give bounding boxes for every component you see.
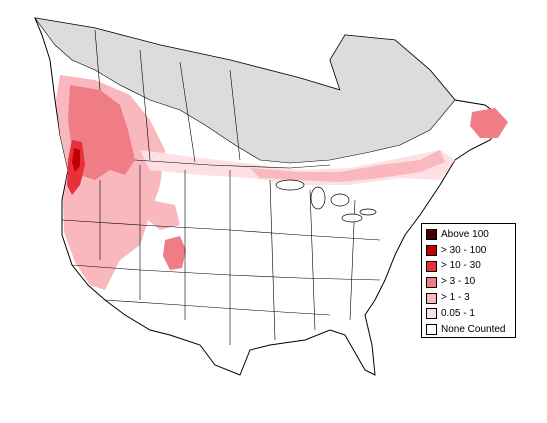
map-legend: Above 100 > 30 - 100 > 10 - 30 > 3 - 10 … <box>421 223 516 338</box>
legend-swatch <box>426 308 437 320</box>
legend-item: > 1 - 3 <box>426 290 515 306</box>
newfoundland-patch <box>470 108 508 138</box>
legend-swatch <box>426 292 437 304</box>
political-boundaries <box>61 29 381 345</box>
puget-sound-peak <box>72 148 80 172</box>
legend-item: None Counted <box>426 322 515 338</box>
legend-item: > 10 - 30 <box>426 259 515 275</box>
legend-label: 0.05 - 1 <box>441 307 475 319</box>
legend-label: > 1 - 3 <box>441 292 470 304</box>
legend-swatch <box>426 245 437 257</box>
rocky-mountain-patch <box>163 236 186 270</box>
eastern-canada-band <box>250 150 445 182</box>
legend-item: > 30 - 100 <box>426 243 515 259</box>
legend-label: > 3 - 10 <box>441 276 476 288</box>
great-lakes <box>275 179 377 223</box>
legend-swatch <box>426 260 437 272</box>
legend-label: None Counted <box>441 323 506 335</box>
legend-label: > 30 - 100 <box>441 244 487 256</box>
abundance-shading <box>56 75 508 290</box>
legend-item: > 3 - 10 <box>426 274 515 290</box>
legend-swatch <box>426 229 437 241</box>
legend-swatch <box>426 324 437 336</box>
pacific-northwest-high <box>68 85 135 180</box>
northern-no-data-region <box>34 17 456 164</box>
legend-item: 0.05 - 1 <box>426 306 515 322</box>
legend-label: Above 100 <box>441 228 489 240</box>
legend-label: > 10 - 30 <box>441 260 481 272</box>
legend-item: Above 100 <box>426 227 515 243</box>
great-basin-patch <box>148 200 180 230</box>
legend-swatch <box>426 276 437 288</box>
